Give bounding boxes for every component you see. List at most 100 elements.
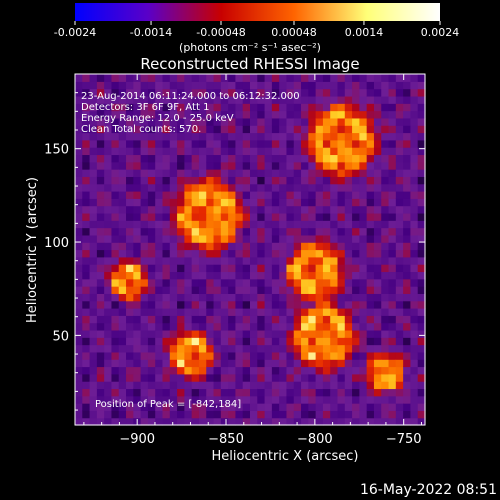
heatmap-cell (366, 169, 375, 177)
heatmap-cell (242, 271, 251, 280)
heatmap-cell (235, 351, 244, 360)
heatmap-cell (293, 220, 302, 229)
heatmap-cell (96, 95, 105, 104)
heatmap-cell (228, 322, 237, 331)
heatmap-cell (381, 278, 390, 287)
heatmap-cell (191, 198, 200, 207)
heatmap-cell (257, 286, 266, 294)
heatmap-cell (257, 227, 266, 236)
heatmap-cell (279, 381, 288, 390)
heatmap-cell (388, 139, 397, 148)
heatmap-cell (126, 161, 134, 170)
heatmap-cell (301, 132, 309, 141)
heatmap-cell (198, 278, 207, 287)
heatmap-cell (82, 300, 91, 309)
heatmap-cell (308, 81, 317, 90)
heatmap-cell (177, 139, 185, 148)
heatmap-cell (271, 322, 280, 331)
heatmap-cell (322, 212, 331, 221)
heatmap-cell (147, 300, 156, 309)
heatmap-cell (337, 249, 346, 258)
heatmap-cell (169, 249, 178, 258)
heatmap-cell (198, 322, 207, 331)
heatmap-cell (82, 351, 91, 360)
heatmap-cell (264, 337, 273, 346)
heatmap-cell (315, 110, 324, 119)
heatmap-cell (228, 154, 237, 163)
heatmap-cell (206, 81, 215, 90)
heatmap-cell (293, 103, 302, 112)
heatmap-cell (337, 329, 346, 338)
heatmap-cell (206, 154, 215, 163)
heatmap-cell (75, 234, 83, 243)
heatmap-cell (337, 227, 346, 236)
heatmap-cell (417, 103, 426, 112)
heatmap-cell (89, 220, 98, 229)
heatmap-cell (235, 74, 244, 82)
heatmap-cell (206, 403, 215, 411)
heatmap-cell (337, 95, 346, 104)
heatmap-cell (111, 212, 120, 221)
heatmap-cell (322, 381, 331, 390)
heatmap-cell (373, 308, 382, 316)
y-tick-label: 50 (52, 329, 69, 344)
heatmap-cell (308, 373, 317, 382)
heatmap-cell (286, 95, 295, 104)
heatmap-cell (388, 117, 397, 126)
heatmap-cell (352, 249, 360, 258)
heatmap-cell (381, 169, 390, 177)
heatmap-cell (293, 74, 302, 82)
heatmap-cell (235, 373, 244, 382)
heatmap-cell (388, 205, 397, 214)
heatmap-cell (271, 154, 280, 163)
heatmap-cell (322, 191, 331, 199)
heatmap-cell (82, 88, 91, 97)
heatmap-cell (242, 286, 251, 294)
heatmap-cell (220, 227, 229, 236)
heatmap-cell (147, 125, 156, 134)
heatmap-cell (155, 388, 164, 397)
heatmap-cell (75, 300, 83, 309)
heatmap-cell (126, 308, 134, 316)
heatmap-cell (126, 234, 134, 243)
heatmap-cell (140, 264, 149, 273)
heatmap-cell (228, 293, 237, 302)
heatmap-cell (373, 264, 382, 273)
heatmap-cell (89, 388, 98, 397)
heatmap-cell (410, 410, 419, 419)
heatmap-cell (213, 388, 222, 397)
heatmap-cell (198, 308, 207, 316)
heatmap-cell (417, 264, 426, 273)
heatmap-cell (75, 366, 83, 375)
heatmap-cell (155, 125, 164, 134)
heatmap-cell (96, 373, 105, 382)
heatmap-cell (169, 110, 178, 119)
heatmap-cell (373, 176, 382, 185)
heatmap-cell (96, 286, 105, 294)
heatmap-cell (228, 227, 237, 236)
heatmap-cell (417, 132, 426, 141)
heatmap-cell (388, 169, 397, 177)
heatmap-cell (308, 227, 317, 236)
heatmap-cell (118, 81, 127, 90)
heatmap-cell (279, 271, 288, 280)
heatmap-cell (301, 117, 309, 126)
heatmap-cell (403, 183, 412, 192)
heatmap-cell (140, 308, 149, 316)
heatmap-cell (75, 359, 83, 368)
heatmap-cell (264, 227, 273, 236)
heatmap-cell (257, 388, 266, 397)
heatmap-cell (155, 308, 164, 316)
heatmap-cell (140, 95, 149, 104)
colorbar-ticks: -0.0024 -0.0014 -0.00048 0.00048 0.0014 0.002… (54, 21, 459, 39)
heatmap-cell (330, 300, 339, 309)
heatmap-cell (315, 117, 324, 126)
heatmap-cell (308, 176, 317, 185)
heatmap-cell (242, 117, 251, 126)
heatmap-cell (235, 220, 244, 229)
heatmap-cell (366, 351, 375, 360)
heatmap-cell (264, 264, 273, 273)
heatmap-cell (301, 110, 309, 119)
heatmap-cell (250, 110, 258, 119)
heatmap-cell (198, 395, 207, 404)
